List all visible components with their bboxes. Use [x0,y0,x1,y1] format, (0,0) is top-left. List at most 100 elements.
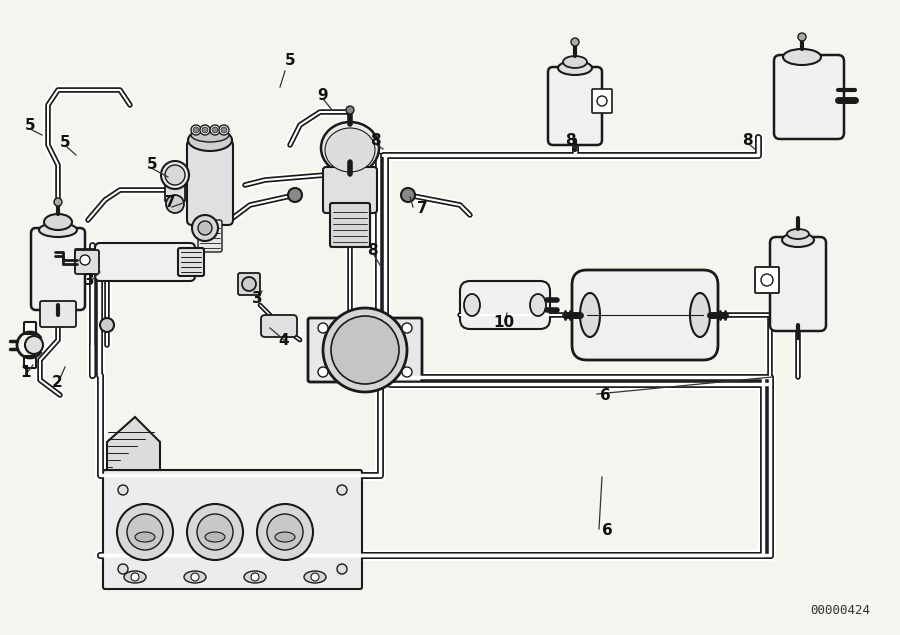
Text: 10: 10 [493,315,514,330]
Circle shape [346,106,354,114]
FancyBboxPatch shape [103,470,362,589]
Circle shape [212,127,218,133]
Circle shape [597,96,607,106]
FancyBboxPatch shape [572,270,718,360]
FancyBboxPatch shape [24,356,36,368]
Circle shape [242,277,256,291]
Text: 4: 4 [278,333,289,348]
Ellipse shape [191,128,229,142]
Circle shape [402,367,412,377]
Text: 5: 5 [25,118,36,133]
FancyBboxPatch shape [198,220,222,252]
Text: 5: 5 [285,53,295,68]
Circle shape [166,195,184,213]
FancyBboxPatch shape [774,55,844,139]
Circle shape [798,33,806,41]
Circle shape [288,188,302,202]
Ellipse shape [325,128,375,172]
Circle shape [198,221,212,235]
Circle shape [331,316,399,384]
Circle shape [127,514,163,550]
Ellipse shape [787,229,809,239]
Ellipse shape [244,571,266,583]
Ellipse shape [161,161,189,189]
Circle shape [257,504,313,560]
Circle shape [80,255,90,265]
Circle shape [210,125,220,135]
Circle shape [251,573,259,581]
Circle shape [187,504,243,560]
Polygon shape [107,417,160,470]
Circle shape [192,215,218,241]
Ellipse shape [135,532,155,542]
FancyBboxPatch shape [95,243,195,281]
Circle shape [191,573,199,581]
Ellipse shape [165,165,185,185]
Ellipse shape [690,293,710,337]
Text: 3: 3 [84,273,94,288]
FancyBboxPatch shape [770,237,826,331]
Circle shape [193,127,199,133]
FancyBboxPatch shape [323,167,377,213]
Circle shape [118,564,128,574]
Ellipse shape [782,233,814,247]
Circle shape [191,125,201,135]
FancyBboxPatch shape [75,249,95,271]
Circle shape [25,336,43,354]
Text: 2: 2 [52,375,63,390]
Ellipse shape [184,571,206,583]
Text: 5: 5 [60,135,70,150]
Circle shape [197,514,233,550]
Text: 3: 3 [252,291,263,306]
Circle shape [311,573,319,581]
Circle shape [221,127,227,133]
Circle shape [200,125,210,135]
FancyBboxPatch shape [755,267,779,293]
Text: 5: 5 [147,157,158,172]
Text: 7: 7 [417,201,428,216]
Text: 8: 8 [367,243,378,258]
Text: 6: 6 [600,388,611,403]
FancyBboxPatch shape [187,140,233,225]
Circle shape [100,318,114,332]
Circle shape [202,127,208,133]
FancyBboxPatch shape [75,250,99,274]
Circle shape [323,308,407,392]
Text: 00000424: 00000424 [810,604,870,617]
FancyBboxPatch shape [31,228,85,310]
Ellipse shape [205,532,225,542]
FancyBboxPatch shape [308,318,422,382]
FancyBboxPatch shape [24,322,36,334]
Text: 8: 8 [742,133,752,148]
Circle shape [318,323,328,333]
FancyBboxPatch shape [40,301,76,327]
Circle shape [337,485,347,495]
Ellipse shape [44,214,72,230]
FancyBboxPatch shape [261,315,297,337]
Text: 7: 7 [165,195,176,210]
Ellipse shape [530,294,546,316]
Ellipse shape [304,571,326,583]
Circle shape [54,198,62,206]
Text: 1: 1 [20,365,31,380]
Circle shape [118,485,128,495]
Ellipse shape [464,294,480,316]
Ellipse shape [783,49,821,65]
Circle shape [761,274,773,286]
Ellipse shape [188,129,232,151]
Circle shape [401,188,415,202]
Ellipse shape [124,571,146,583]
Circle shape [131,573,139,581]
FancyBboxPatch shape [460,281,550,329]
FancyBboxPatch shape [592,89,612,113]
Circle shape [267,514,303,550]
Ellipse shape [39,223,77,237]
Text: 6: 6 [602,523,613,538]
Ellipse shape [321,122,379,174]
FancyBboxPatch shape [178,248,204,276]
Circle shape [117,504,173,560]
FancyBboxPatch shape [165,170,185,202]
Circle shape [318,367,328,377]
Ellipse shape [580,293,600,337]
Text: 9: 9 [317,88,328,103]
